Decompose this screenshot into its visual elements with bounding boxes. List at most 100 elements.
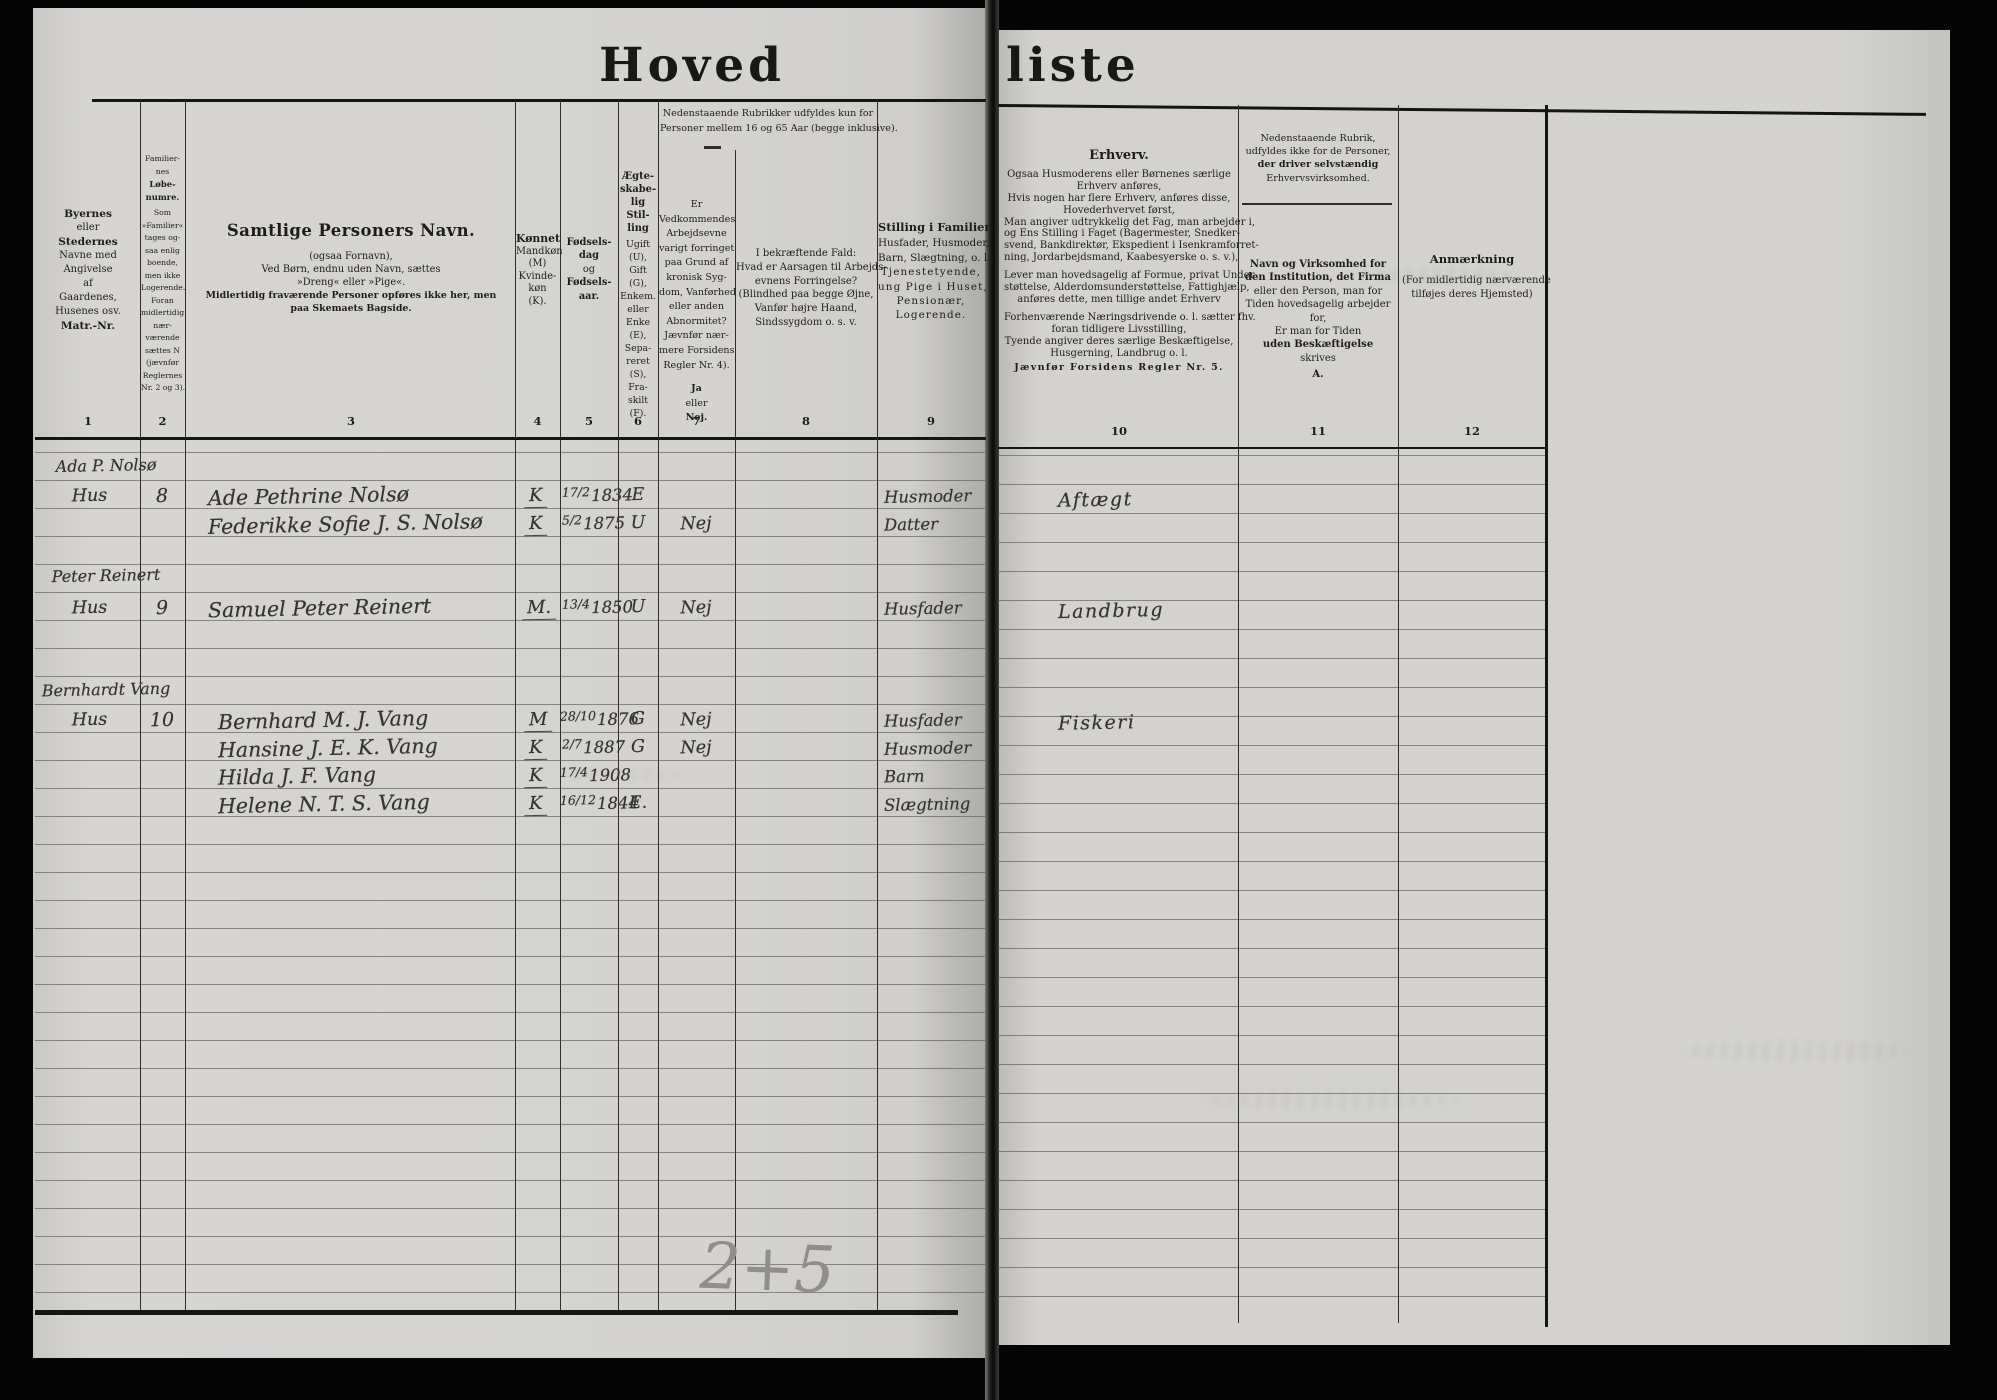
text-line: Stil- <box>626 210 650 221</box>
text-line: Midlertidig fraværende Personer opføres … <box>205 290 497 301</box>
text-line: tilføjes deres Hjemsted) <box>1411 289 1533 301</box>
column-number: 8 <box>801 414 810 428</box>
text-line: den Institution, det Firma <box>1245 272 1391 284</box>
text-line: Regler Nr. 4). <box>663 359 730 371</box>
column-header-8: I bekræftende Fald: Hvad er Aarsagen til … <box>736 247 887 330</box>
cell-family-position: Slægtning <box>883 794 971 815</box>
column-header-10: Erhverv. Ogsaa Husmoderens eller Børnenes… <box>1004 149 1259 373</box>
bleed-through-mark <box>1350 268 1520 284</box>
text-line: Ugift <box>626 239 650 250</box>
text-line: mere Forsidens <box>659 344 735 356</box>
text-line: køn <box>528 283 547 295</box>
birth-day: 16/12 <box>559 792 597 808</box>
margin-note: Peter Reinert <box>51 564 161 587</box>
cell-marital-status: G <box>630 736 646 758</box>
column-header-3-sub: (ogsaa Fornavn), Ved Børn, endnu uden Nav… <box>188 250 514 315</box>
cell-family-position: Barn <box>883 766 925 787</box>
cell-name: Samuel Peter Reinert <box>207 593 432 623</box>
text-line: Nej. <box>685 412 708 424</box>
text-line: Forhenværende Næringsdrivende o. l. sætt… <box>1004 311 1256 323</box>
text-line: eller <box>76 222 100 233</box>
text-line: Stilling i Familien. <box>878 220 997 234</box>
cell-birthdate: 5/21875 <box>562 512 626 533</box>
text-line: og Ens Stilling i Faget (Bagermester, Sn… <box>1004 228 1241 240</box>
cell-place: Hus <box>71 485 108 507</box>
text-line: saa enlig <box>145 245 180 255</box>
cell-family-position: Husfader <box>883 598 962 619</box>
text-line: Barn, Slægtning, o. l.; <box>878 251 994 264</box>
text-line: Husenes osv. <box>55 306 121 317</box>
text-line: paa Grund af <box>664 257 729 269</box>
text-line: Familier- <box>145 154 180 163</box>
column-number: 3 <box>346 414 355 428</box>
text-line: skrives <box>1300 352 1336 364</box>
text-line: Sindssygdom o. s. v. <box>755 316 857 328</box>
column-header-3-title: Samtlige Personers Navn. <box>226 221 476 240</box>
cell-sex: M <box>523 708 553 733</box>
text-line: ling <box>627 223 649 234</box>
text-line: eller anden <box>668 301 725 313</box>
cell-work-ability: Nej <box>680 513 712 535</box>
text-line: Erhvervsvirksomhed. <box>1266 172 1370 184</box>
column-header-1: Byernes eller Stedernes Navne med Angivelse a… <box>38 207 138 333</box>
cell-marital-status: U <box>630 512 646 534</box>
cell-birthdate: 2/71887 <box>561 736 626 757</box>
text-line: reret <box>626 356 650 367</box>
text-line: skabe- <box>619 184 657 195</box>
birth-day: 28/10 <box>559 708 597 724</box>
column-header-2: Familier-nes Løbe-numre. Som »Familier« tage… <box>141 153 186 395</box>
column-header-6: Ægte-skabe-lig Stil-ling Ugift (U), Gift (G),… <box>619 170 657 420</box>
column-number: 9 <box>926 414 935 428</box>
margin-note: Ada P. Nolsø <box>55 454 157 477</box>
text-line: Jævnfør nær- <box>664 330 729 342</box>
text-line: Lever man hovedsagelig af Formue, privat… <box>1004 270 1258 282</box>
text-line: Vedkommendes <box>659 213 736 225</box>
cell-family-position: Husmoder <box>883 738 972 759</box>
text-line: (K). <box>528 295 547 307</box>
text-line: varigt forringet <box>659 242 735 254</box>
text-line: kronisk Syg- <box>666 271 727 283</box>
page-title-right: liste <box>1006 38 1140 93</box>
text-line: Logerende. <box>141 283 186 292</box>
text-line: evnens Forringelse? <box>754 275 858 287</box>
page-fold-shadow <box>985 0 999 1400</box>
text-line: Erhverv anføres, <box>1076 180 1162 192</box>
cell-sex: K <box>523 792 548 817</box>
cell-marital-status: U <box>630 596 646 618</box>
text-line: svend, Bankdirektør, Ekspedient i Isenkr… <box>1004 240 1259 252</box>
cell-place: Hus <box>71 709 108 731</box>
column-header-4: Kønnet Mandkøn (M) Kvinde-køn (K). <box>516 232 563 309</box>
text-line: Nedenstaaende Rubrik, <box>1260 133 1376 144</box>
text-line: Fødsels- <box>566 237 612 248</box>
cell-sex: K <box>523 736 548 761</box>
column-number: 11 <box>1309 424 1326 438</box>
text-line: Abnormitet? <box>666 315 727 327</box>
cell-name: Hansine J. E. K. Vang <box>217 733 438 763</box>
bleed-through-mark <box>560 768 680 782</box>
cell-sex: M. <box>521 596 557 621</box>
cell-name: Ade Pethrine Nolsø <box>207 481 410 511</box>
text-line: foran tidligere Livsstilling, <box>1051 323 1187 335</box>
text-line: (S), <box>629 369 647 380</box>
cell-occupation: Aftægt <box>1057 488 1133 512</box>
bleed-through-mark <box>1680 1040 1910 1062</box>
text-line: ning, Jordarbejdsmand, Kaabesyerske o. s… <box>1004 252 1239 264</box>
text-line: Ja <box>691 383 702 395</box>
ruled-lines-left <box>35 452 985 1312</box>
header-dash <box>704 146 721 150</box>
text-line: midlertidig <box>141 308 185 317</box>
text-line: for, <box>1309 312 1327 324</box>
text-line: ung Pige i Huset, <box>878 280 988 293</box>
column-header-span-7-8: Nedenstaaende Rubrikker udfyldes kun for… <box>660 106 898 136</box>
text-line: Byernes <box>64 208 112 220</box>
birth-day: 2/7 <box>561 736 583 752</box>
column-number: 12 <box>1463 424 1480 438</box>
text-line: Gift <box>629 265 647 276</box>
text-line: skilt <box>627 395 649 406</box>
text-line: Hvad er Aarsagen til Arbejds- <box>736 261 887 273</box>
text-line: Vanfør højre Haand, <box>754 303 858 315</box>
cell-family-position: Husfader <box>883 710 962 731</box>
cell-place: Hus <box>71 597 108 619</box>
text-line: Kønnet <box>516 232 560 245</box>
